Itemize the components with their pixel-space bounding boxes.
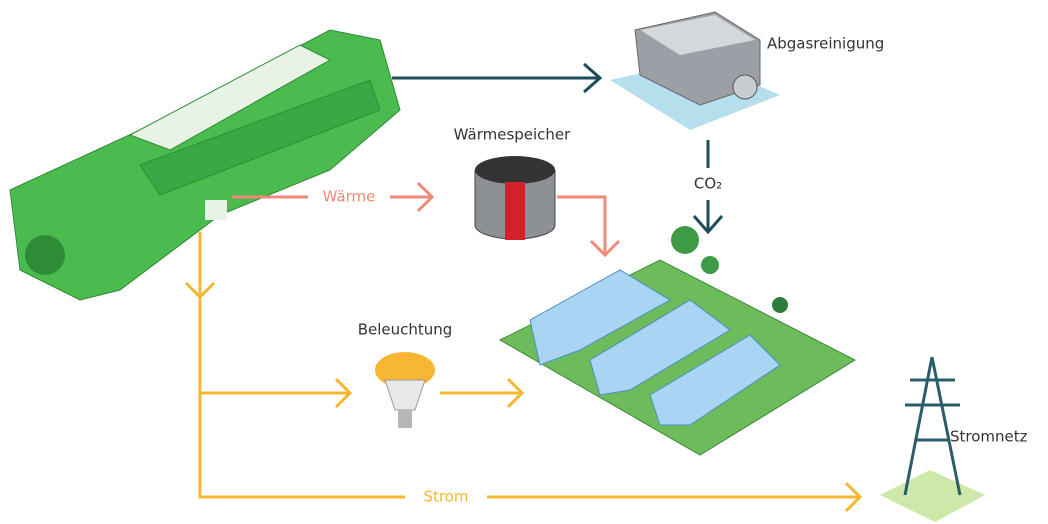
- bulb-illustration: [375, 352, 435, 428]
- greenhouse-illustration: [500, 226, 855, 455]
- page: CO₂ Wärme Strom Abgasreinigung Wärmespei…: [0, 0, 1048, 524]
- engine-illustration: [10, 30, 400, 300]
- node-label: Wärmespeicher: [454, 126, 572, 144]
- node-label: Stromnetz: [950, 428, 1028, 446]
- diagram: CO₂ Wärme Strom Abgasreinigung Wärmespei…: [0, 0, 1048, 524]
- heat-label: Wärme: [323, 188, 376, 206]
- heat-arrow: [232, 183, 619, 255]
- exhaust-arrow: [392, 64, 600, 92]
- heat-storage-illustration: [475, 156, 555, 240]
- node-label: Beleuchtung: [358, 321, 453, 339]
- node-label: Abgasreinigung: [767, 35, 884, 53]
- power-label: Strom: [423, 488, 468, 506]
- co2-label: CO₂: [694, 175, 722, 193]
- exhaust-cleaner-illustration: [610, 12, 780, 130]
